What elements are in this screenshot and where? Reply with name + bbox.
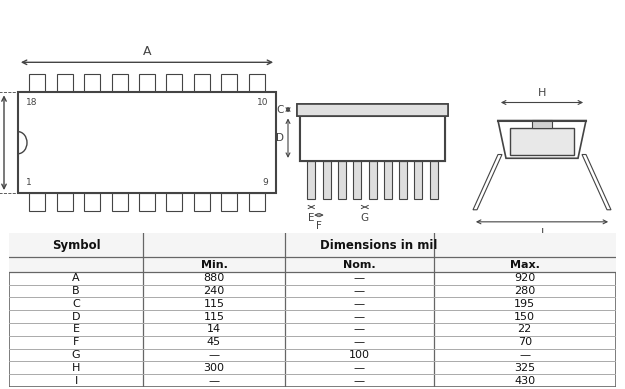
Text: I: I <box>74 376 78 385</box>
Bar <box>194 74 210 93</box>
Bar <box>308 161 315 199</box>
Text: 70: 70 <box>518 337 532 347</box>
Text: —: — <box>354 337 365 347</box>
Text: 880: 880 <box>203 273 224 283</box>
Text: H: H <box>72 363 80 373</box>
Bar <box>194 193 210 211</box>
Text: D: D <box>72 312 80 322</box>
Bar <box>297 103 448 116</box>
Bar <box>297 103 448 116</box>
Polygon shape <box>473 154 502 210</box>
Text: G: G <box>361 213 369 223</box>
Bar <box>221 193 238 211</box>
Text: —: — <box>208 376 219 385</box>
Text: E: E <box>308 213 314 223</box>
Text: 115: 115 <box>204 312 224 322</box>
Bar <box>430 161 437 199</box>
Bar <box>139 74 155 93</box>
Bar <box>112 74 128 93</box>
Text: H: H <box>538 88 546 98</box>
Text: Min.: Min. <box>201 259 228 270</box>
Text: —: — <box>354 286 365 296</box>
Text: —: — <box>354 324 365 335</box>
Polygon shape <box>582 154 611 210</box>
Bar <box>369 161 376 199</box>
Text: —: — <box>208 350 219 360</box>
Bar <box>414 161 422 199</box>
Text: A: A <box>72 273 80 283</box>
Bar <box>84 193 100 211</box>
Bar <box>166 74 182 93</box>
Bar <box>18 93 276 193</box>
Text: 195: 195 <box>514 299 535 309</box>
Text: C: C <box>277 105 284 114</box>
Text: Symbol: Symbol <box>52 239 101 252</box>
Bar <box>166 193 182 211</box>
Text: F: F <box>73 337 79 347</box>
Text: —: — <box>354 299 365 309</box>
Text: Nom.: Nom. <box>343 259 376 270</box>
Bar <box>9 257 616 272</box>
Text: —: — <box>519 350 530 360</box>
Bar <box>221 74 238 93</box>
Bar <box>57 193 72 211</box>
Bar <box>84 74 100 93</box>
Text: 325: 325 <box>514 363 535 373</box>
Text: C: C <box>72 299 80 309</box>
Text: 430: 430 <box>514 376 535 385</box>
Bar <box>300 116 445 161</box>
Text: 920: 920 <box>514 273 535 283</box>
Bar <box>29 74 46 93</box>
Bar <box>300 116 445 161</box>
Text: 280: 280 <box>514 286 535 296</box>
Text: 14: 14 <box>207 324 221 335</box>
Text: Max.: Max. <box>510 259 539 270</box>
Bar <box>29 193 46 211</box>
Text: I: I <box>541 228 544 238</box>
Bar <box>112 193 128 211</box>
Text: —: — <box>354 363 365 373</box>
Text: 45: 45 <box>207 337 221 347</box>
Text: A: A <box>142 45 151 58</box>
Text: 150: 150 <box>514 312 535 322</box>
Text: 1: 1 <box>26 178 32 187</box>
Text: 22: 22 <box>518 324 532 335</box>
Text: —: — <box>354 312 365 322</box>
Text: F: F <box>316 221 322 231</box>
Bar <box>249 74 264 93</box>
Bar <box>249 193 264 211</box>
Bar <box>57 74 72 93</box>
Text: E: E <box>72 324 79 335</box>
Bar <box>338 161 346 199</box>
Bar <box>384 161 392 199</box>
Text: 115: 115 <box>204 299 224 309</box>
Text: —: — <box>354 376 365 385</box>
Text: Dimensions in mil: Dimensions in mil <box>321 239 438 252</box>
Bar <box>532 120 552 128</box>
Text: G: G <box>72 350 81 360</box>
Text: 100: 100 <box>349 350 370 360</box>
Bar <box>9 233 616 257</box>
Bar <box>353 161 361 199</box>
Text: 10: 10 <box>256 98 268 107</box>
Text: 9: 9 <box>262 178 268 187</box>
Bar <box>322 161 331 199</box>
Text: 18: 18 <box>26 98 38 107</box>
Text: B: B <box>72 286 80 296</box>
Bar <box>510 128 574 154</box>
Bar <box>399 161 407 199</box>
Text: D: D <box>276 133 284 143</box>
Bar <box>139 193 155 211</box>
Polygon shape <box>498 121 586 158</box>
Text: 240: 240 <box>203 286 224 296</box>
Text: 300: 300 <box>204 363 224 373</box>
Text: —: — <box>354 273 365 283</box>
